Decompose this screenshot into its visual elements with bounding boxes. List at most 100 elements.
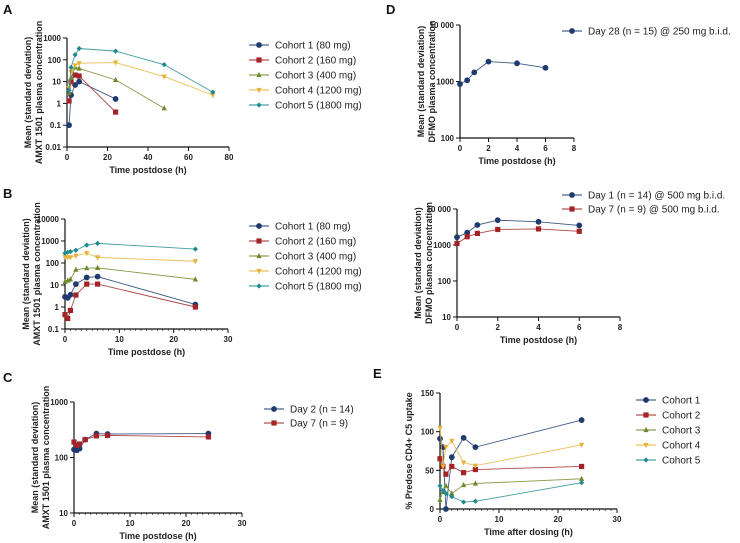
x-axis-label: Time postdose (h) [108, 347, 185, 357]
data-point [485, 58, 492, 65]
data-point [192, 304, 198, 310]
data-point [474, 222, 481, 228]
x-tick-label: 4 [536, 323, 541, 332]
data-point [256, 268, 262, 275]
data-point [73, 253, 79, 260]
data-point [437, 456, 443, 462]
x-tick-label: 10 [495, 515, 504, 524]
panel-label: C [3, 370, 13, 385]
data-point [643, 457, 649, 463]
legend-label: Day 2 (n = 14) [290, 405, 354, 416]
y-axis-label: Mean (standard deviation) [416, 26, 426, 138]
data-point [578, 417, 585, 423]
x-axis-label: Time postdose (h) [119, 531, 196, 541]
legend-item: Day 7 (n = 9) @ 500 mg b.i.d. [562, 205, 720, 216]
y-tick-label: 100 [438, 277, 452, 286]
legend-label: Day 28 (n = 15) @ 250 mg b.i.d. [588, 27, 731, 38]
legend-item: Day 2 (n = 14) [264, 405, 354, 416]
data-point [461, 470, 467, 476]
x-tick-label: 0 [438, 515, 443, 524]
x-axis-label: Time after dosing (h) [484, 527, 573, 537]
y-axis-label: AMXT 1501 plasma concentration [34, 21, 44, 165]
series-4 [437, 425, 585, 470]
y-tick-label: 0.01 [45, 143, 61, 152]
data-point [83, 274, 90, 281]
x-tick-label: 4 [515, 144, 520, 153]
data-point [95, 240, 101, 246]
y-axis-label: DFMO plasma concentration [427, 20, 437, 142]
data-point [95, 264, 101, 270]
data-point [461, 499, 467, 505]
data-point [440, 487, 446, 494]
data-point [84, 242, 90, 248]
series-5 [66, 45, 216, 95]
data-point [76, 65, 82, 71]
y-axis-label: Mean (standard deviation) [413, 207, 423, 319]
legend-item: Cohort 3 [636, 426, 701, 437]
x-axis-label: Time postdose (h) [109, 165, 186, 175]
data-point [461, 460, 467, 466]
data-point [579, 480, 585, 486]
legend-item: Cohort 4 [636, 441, 701, 452]
legend-item: Cohort 4 (1200 mg) [249, 86, 362, 97]
data-point [76, 78, 83, 85]
x-tick-label: 10 [115, 335, 124, 344]
data-point [579, 442, 585, 448]
data-point [494, 217, 501, 224]
data-point [454, 240, 460, 247]
data-point [256, 71, 262, 78]
legend-item: Cohort 5 [636, 456, 701, 467]
data-point [65, 315, 71, 322]
data-point [66, 98, 72, 104]
series-line [439, 482, 582, 503]
data-point [93, 433, 99, 439]
data-point [256, 102, 262, 108]
y-tick-label: 1000 [50, 398, 68, 407]
x-axis-label: Time postdose (h) [478, 156, 555, 166]
data-point [643, 412, 649, 418]
legend-label: Cohort 1 [662, 396, 701, 407]
series-1 [62, 273, 199, 308]
series-line [439, 478, 582, 500]
legend-item: Day 1 (n = 14) @ 500 mg b.i.d. [562, 191, 725, 202]
data-point [76, 73, 82, 79]
y-tick-label: 100 [46, 259, 60, 268]
data-point [68, 64, 74, 70]
x-tick-label: 20 [103, 153, 112, 162]
data-point [210, 93, 216, 99]
y-tick-label: 1000 [436, 78, 454, 87]
series-2 [437, 456, 585, 477]
data-point [472, 466, 478, 473]
data-point [72, 63, 78, 69]
series-3 [62, 264, 198, 284]
y-tick-label: 0.1 [50, 121, 62, 130]
x-tick-label: 6 [577, 323, 582, 332]
data-point [495, 226, 501, 233]
data-point [457, 81, 463, 87]
data-point [535, 226, 542, 232]
data-point [62, 312, 68, 318]
data-point [576, 222, 583, 229]
data-point [569, 192, 575, 198]
legend-label: Cohort 3 (400 mg) [275, 252, 356, 263]
data-point [205, 434, 211, 440]
series-1 [71, 430, 212, 454]
data-point [161, 62, 167, 68]
data-point [472, 498, 478, 504]
y-tick-label: 10 000 [430, 21, 455, 30]
x-tick-label: 20 [554, 515, 563, 524]
y-tick-label: 0.1 [48, 325, 60, 334]
series-line [64, 283, 196, 320]
y-axis-label: AMXT 1501 plasma concentration [41, 386, 51, 530]
chart-panel-a: A 0 20 40 60 80 0.01 0.1 1 10 100 1000 Time postdose… [3, 2, 362, 175]
legend-item: Cohort 1 (80 mg) [249, 41, 351, 52]
panel-label: D [386, 2, 395, 17]
y-tick-label: 1 [55, 303, 60, 312]
series-3 [437, 475, 585, 502]
data-point [443, 445, 449, 451]
x-tick-label: 2 [496, 323, 501, 332]
data-point [256, 252, 262, 259]
y-tick-label: 1 [57, 99, 62, 108]
y-axis-label: Mean (standard deviation) [21, 218, 31, 330]
